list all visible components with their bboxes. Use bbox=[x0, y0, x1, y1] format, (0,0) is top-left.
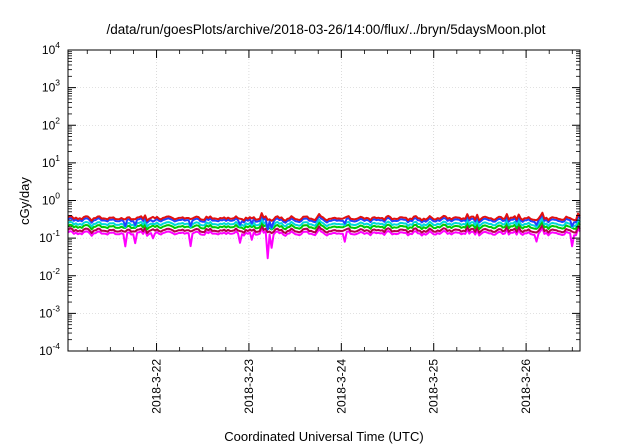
y-tick-label: 10-3 bbox=[39, 303, 60, 320]
y-axis-ticks: 10-4 10-3 10-2 10-1 100 101 102 103 104 bbox=[39, 40, 580, 358]
series-line bbox=[67, 226, 581, 260]
x-axis-label: Coordinated Universal Time (UTC) bbox=[224, 429, 423, 444]
x-tick-label: 2018-3-23 bbox=[242, 359, 256, 414]
x-tick-label: 2018-3-26 bbox=[519, 359, 533, 414]
x-tick-label: 2018-3-24 bbox=[334, 359, 348, 414]
grid-lines bbox=[68, 49, 580, 352]
x-axis-ticks: 2018-3-22 2018-3-23 2018-3-24 2018-3-25 2018… bbox=[86, 50, 573, 414]
y-tick-label: 104 bbox=[42, 40, 60, 57]
series-line bbox=[67, 211, 581, 222]
y-axis-label: cGy/day bbox=[17, 177, 32, 225]
series-line bbox=[67, 217, 581, 231]
y-tick-label: 100 bbox=[42, 191, 60, 208]
series-line bbox=[67, 213, 581, 231]
y-tick-label: 10-2 bbox=[39, 266, 60, 283]
y-tick-label: 101 bbox=[42, 153, 60, 170]
y-tick-label: 10-4 bbox=[39, 341, 60, 358]
series-line bbox=[67, 224, 581, 235]
x-tick-label: 2018-3-25 bbox=[427, 359, 441, 414]
series-line bbox=[67, 220, 581, 231]
y-tick-label: 102 bbox=[42, 115, 60, 132]
chart-title: /data/run/goesPlots/archive/2018-03-26/1… bbox=[106, 22, 545, 37]
x-tick-label: 2018-3-22 bbox=[150, 359, 164, 414]
series-lines bbox=[67, 211, 581, 260]
y-tick-label: 10-1 bbox=[39, 228, 60, 245]
y-tick-label: 103 bbox=[42, 78, 60, 95]
